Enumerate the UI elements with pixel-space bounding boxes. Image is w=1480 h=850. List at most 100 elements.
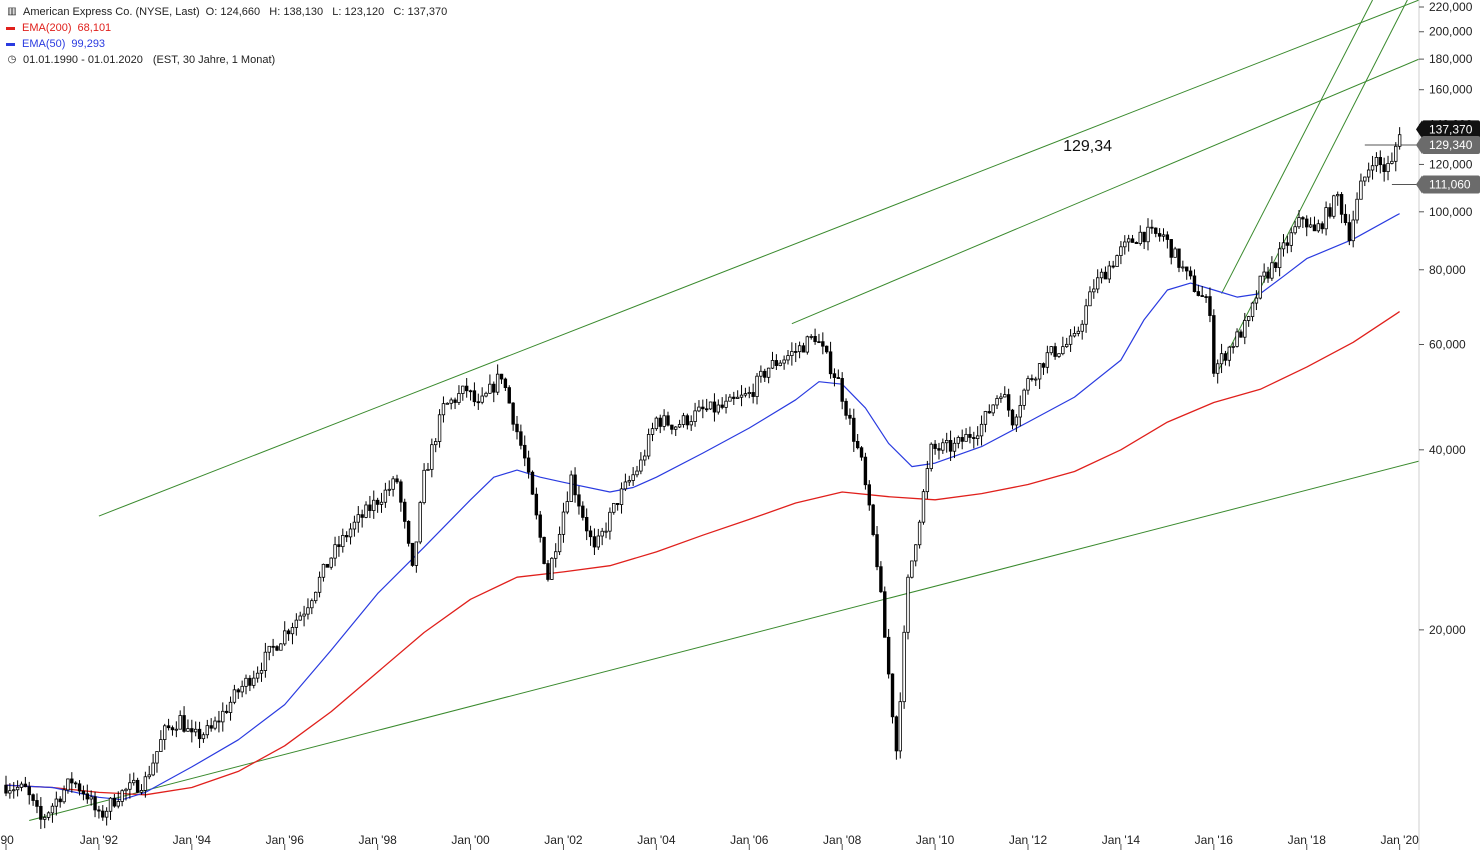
candle-body <box>1014 416 1019 426</box>
candle-body <box>437 414 442 442</box>
level-badge-label: 129,340 <box>1429 138 1473 152</box>
candle-body <box>163 725 167 740</box>
x-tick-label: Jan '98 <box>358 833 397 847</box>
candle-body <box>344 535 349 538</box>
y-tick-label: 220,000 <box>1429 0 1473 14</box>
candle-body <box>1010 409 1015 426</box>
candle-body <box>58 798 62 803</box>
candle-body <box>294 619 299 628</box>
ema200-value: 68,101 <box>77 22 112 34</box>
candle-body <box>859 447 864 458</box>
x-tick-label: Jan '14 <box>1102 833 1141 847</box>
candle-body <box>693 410 697 422</box>
candle-body <box>658 417 662 427</box>
candle-body <box>1041 363 1046 368</box>
candle-body <box>488 383 492 394</box>
candle-body <box>116 801 120 807</box>
candle-body <box>135 779 140 793</box>
candle-body <box>108 797 113 812</box>
candle-body <box>755 375 759 397</box>
candle-body <box>54 798 59 807</box>
candle-body <box>654 417 659 430</box>
candle-body <box>1394 145 1398 162</box>
candle-body <box>399 481 403 503</box>
candle-body <box>739 394 744 398</box>
candle-body <box>1308 224 1313 228</box>
candle-body <box>774 360 779 366</box>
candle-body <box>1084 305 1088 325</box>
candle-body <box>832 373 837 378</box>
candle-body <box>426 468 430 471</box>
candle-body <box>724 400 728 408</box>
candle-body <box>329 557 333 568</box>
candle-body <box>1034 378 1038 381</box>
candle-body <box>604 530 608 533</box>
candle-body <box>581 505 585 518</box>
candle-body <box>1119 246 1123 256</box>
candle-body <box>751 392 755 397</box>
candle-body <box>174 728 179 731</box>
candle-body <box>790 351 794 356</box>
candle-body <box>321 563 326 578</box>
candle-body <box>368 504 372 511</box>
candle-body <box>925 468 930 493</box>
level-badge <box>1422 175 1480 194</box>
candle-body <box>1397 134 1402 147</box>
legend-range-note: (EST, 30 Jahre, 1 Monat) <box>152 54 276 66</box>
candle-body <box>93 796 97 811</box>
candle-body <box>1177 248 1181 268</box>
candle-body <box>1154 227 1158 234</box>
candle-body <box>704 408 709 411</box>
candle-body <box>747 392 751 395</box>
candle-body <box>592 536 597 548</box>
candle-body <box>213 720 217 729</box>
candle-body <box>1150 226 1154 229</box>
candle-body <box>476 401 480 404</box>
candle-body <box>534 493 539 516</box>
candle-body <box>1243 320 1247 338</box>
candle-body <box>104 810 109 818</box>
candle-body <box>236 689 240 693</box>
candle-body <box>1095 277 1100 290</box>
legend-ohlc: O: 124,660 H: 138,130 L: 123,120 C: 137,… <box>205 6 448 18</box>
candle-body <box>728 396 732 402</box>
candle-body <box>259 670 264 674</box>
candle-body <box>975 435 980 439</box>
candle-body <box>1200 295 1204 297</box>
candle-body <box>1003 394 1007 398</box>
candle-body <box>383 489 388 503</box>
candle-body <box>817 341 821 344</box>
candle-body <box>972 437 976 439</box>
x-tick-label: '90 <box>0 833 14 847</box>
candle-body <box>1355 198 1359 221</box>
candle-body <box>85 793 89 800</box>
candle-body <box>224 710 229 713</box>
candle-body <box>1076 330 1081 334</box>
candle-body <box>596 535 600 548</box>
candle-body <box>23 783 28 788</box>
candle-body <box>35 800 39 807</box>
candle-body <box>879 566 883 593</box>
candle-body <box>221 710 225 723</box>
candle-body <box>608 511 612 532</box>
candle-body <box>1266 271 1270 279</box>
candle-body <box>821 341 825 347</box>
candle-body <box>1270 262 1274 279</box>
candle-body <box>4 784 8 794</box>
candle-body <box>283 630 287 645</box>
level-annotation: 129,34 <box>1063 138 1112 155</box>
candle-body <box>635 470 639 476</box>
candle-body <box>480 395 484 403</box>
candle-body <box>1219 353 1224 365</box>
candle-body <box>894 716 899 752</box>
candle-body <box>1339 194 1344 215</box>
ema50-series <box>5 213 1400 801</box>
candle-body <box>1099 271 1104 279</box>
candle-body <box>1320 223 1324 230</box>
candle-body <box>275 646 279 651</box>
candle-body <box>1274 262 1278 269</box>
candle-body <box>840 378 844 402</box>
candle-body <box>507 387 511 404</box>
candle-body <box>917 521 922 546</box>
